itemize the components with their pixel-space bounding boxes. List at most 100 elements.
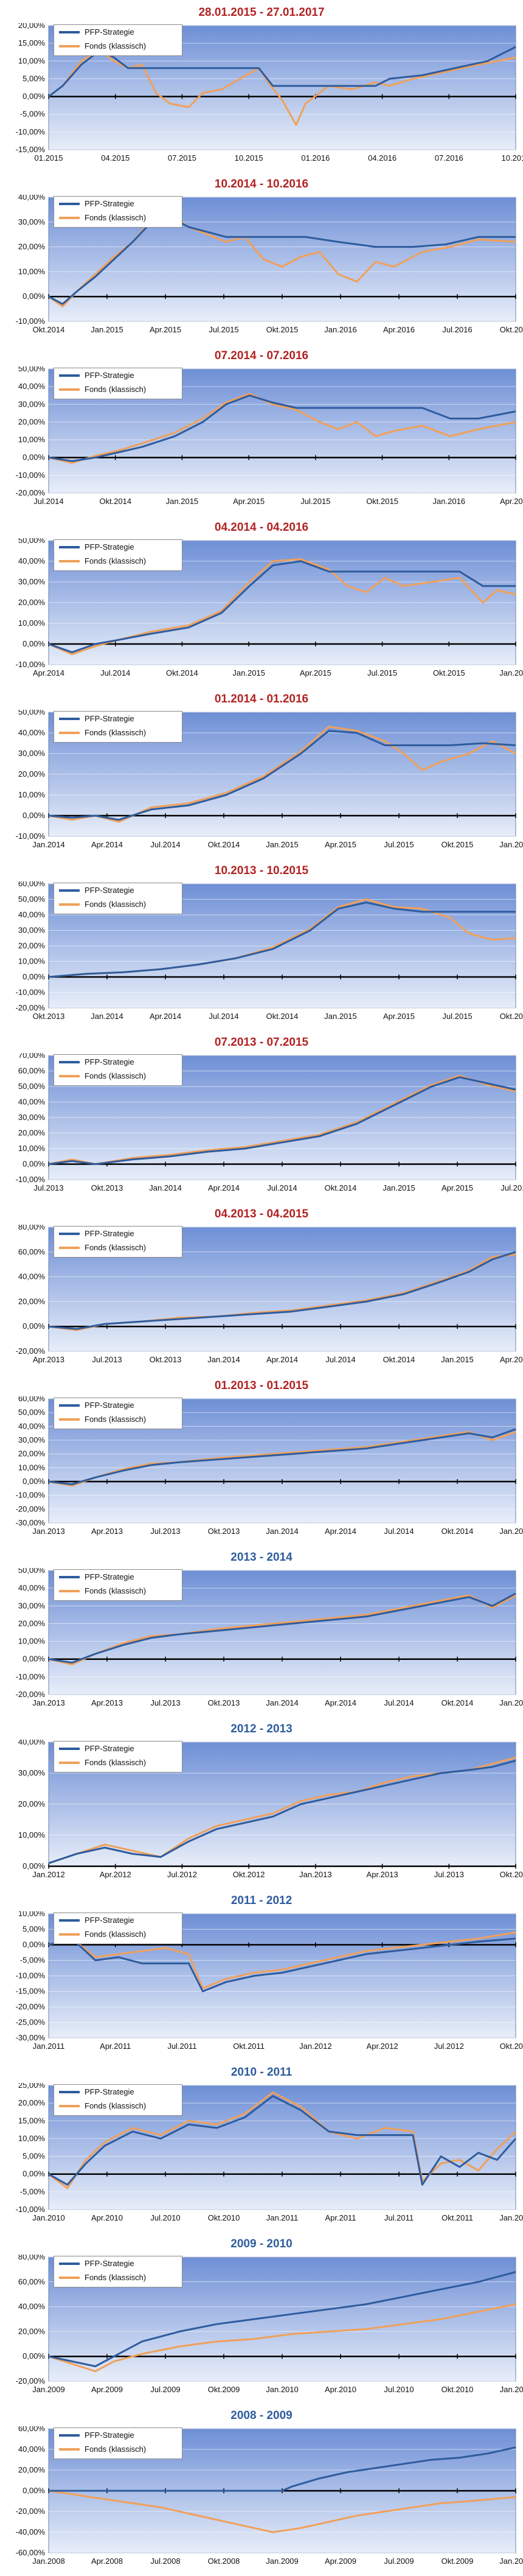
x-tick-label: Apr.2014 bbox=[150, 1012, 181, 1021]
legend: PFP-Strategie Fonds (klassisch) bbox=[54, 539, 182, 571]
x-tick-label: Apr.2010 bbox=[91, 2213, 123, 2222]
y-tick-label: 30,00% bbox=[18, 749, 46, 758]
y-tick-label: 10,00% bbox=[18, 1637, 46, 1646]
y-tick-label: -20,00% bbox=[16, 1003, 46, 1012]
chart-panel: 01.2014 - 01.2016 50,00% 40,00% 30,00% 20,00… bbox=[0, 687, 523, 858]
series-line-pfp bbox=[48, 560, 516, 654]
legend-swatch bbox=[59, 1404, 80, 1407]
y-tick-label: 30,00% bbox=[18, 217, 46, 226]
y-tick-label: 80,00% bbox=[18, 1225, 46, 1231]
x-tick-label: 07.2015 bbox=[168, 153, 196, 163]
x-tick-label: Jul.2010 bbox=[384, 2385, 414, 2394]
legend-swatch bbox=[59, 1933, 80, 1936]
y-tick-label: -20,00% bbox=[16, 2507, 46, 2516]
y-tick-label: -10,00% bbox=[16, 1971, 46, 1980]
x-tick-label: Okt.2011 bbox=[233, 2042, 265, 2051]
series-line-fonds bbox=[48, 214, 516, 307]
chart-title: 2012 - 2013 bbox=[230, 1723, 293, 1735]
legend-label: Fonds (klassisch) bbox=[85, 1243, 147, 1252]
legend-label: Fonds (klassisch) bbox=[85, 1586, 147, 1595]
y-tick-label: 50,00% bbox=[18, 895, 46, 904]
x-tick-label: Jan.2016 bbox=[499, 668, 523, 677]
legend-swatch bbox=[59, 559, 80, 562]
x-tick-label: Jan.2016 bbox=[433, 497, 466, 506]
x-tick-label: Apr.2011 bbox=[325, 2213, 356, 2222]
series-line-pfp bbox=[48, 1760, 516, 1864]
x-tick-label: Jul.2011 bbox=[384, 2213, 414, 2222]
y-tick-label: 20,00% bbox=[18, 2326, 46, 2336]
y-tick-label: 20,00% bbox=[18, 417, 46, 426]
x-tick-label: Apr.2008 bbox=[91, 2557, 123, 2566]
y-tick-label: -30,00% bbox=[16, 2033, 46, 2042]
legend-label: PFP-Strategie bbox=[85, 1916, 134, 1925]
legend-item: Fonds (klassisch) bbox=[54, 39, 182, 53]
legend-item: PFP-Strategie bbox=[54, 712, 182, 726]
chart-title: 01.2013 - 01.2015 bbox=[214, 1379, 309, 1392]
series-line-fonds bbox=[48, 393, 516, 464]
legend-item: PFP-Strategie bbox=[54, 1055, 182, 1069]
y-tick-label: 40,00% bbox=[18, 1740, 46, 1746]
y-tick-label: -15,00% bbox=[16, 1987, 46, 1996]
y-tick-label: 20,00% bbox=[18, 23, 46, 30]
series-line-pfp bbox=[48, 1937, 516, 1992]
chart-panel: 01.2013 - 01.2015 60,00% 50,00% 40,00% 30,00… bbox=[0, 1373, 523, 1545]
legend-swatch bbox=[59, 374, 80, 377]
legend-swatch bbox=[59, 202, 80, 205]
x-tick-label: Apr.2012 bbox=[367, 2042, 398, 2051]
y-tick-label: 10,00% bbox=[18, 2133, 46, 2143]
x-tick-label: Jul.2014 bbox=[150, 840, 180, 849]
series-line-fonds bbox=[48, 2490, 516, 2533]
x-tick-label: Jul.2014 bbox=[325, 1355, 355, 1364]
series-line-fonds bbox=[48, 2303, 516, 2373]
chart-panel: 04.2014 - 04.2016 50,00% 40,00% 30,00% 20,00… bbox=[0, 515, 523, 687]
legend-swatch bbox=[59, 2448, 80, 2451]
x-tick-label: Jan.2012 bbox=[499, 2213, 523, 2222]
x-tick-label: Apr.2013 bbox=[33, 1355, 64, 1364]
legend: PFP-Strategie Fonds (klassisch) bbox=[54, 2256, 182, 2287]
legend-item: Fonds (klassisch) bbox=[54, 1584, 182, 1598]
x-tick-label: Apr.2014 bbox=[91, 840, 123, 849]
chart-panel: 28.01.2015 - 27.01.2017 20,00% 15,00% 10,00… bbox=[0, 0, 523, 172]
legend-label: Fonds (klassisch) bbox=[85, 2445, 147, 2454]
x-tick-label: Apr.2015 bbox=[383, 1012, 415, 1021]
legend: PFP-Strategie Fonds (klassisch) bbox=[54, 1398, 182, 1429]
x-tick-label: Apr.2013 bbox=[91, 1527, 123, 1536]
x-tick-label: Jan.2013 bbox=[299, 1870, 332, 1879]
x-tick-label: Jul.2009 bbox=[384, 2557, 414, 2566]
legend-swatch bbox=[59, 903, 80, 906]
x-tick-label: Apr.2014 bbox=[33, 668, 64, 677]
legend-swatch bbox=[59, 1246, 80, 1249]
legend-swatch bbox=[59, 1418, 80, 1421]
legend: PFP-Strategie Fonds (klassisch) bbox=[54, 368, 182, 399]
chart-title: 2010 - 2011 bbox=[230, 2066, 293, 2079]
legend-swatch bbox=[59, 545, 80, 548]
x-tick-label: Jul.2016 bbox=[442, 325, 472, 334]
legend-label: Fonds (klassisch) bbox=[85, 2273, 147, 2282]
legend-item: Fonds (klassisch) bbox=[54, 1755, 182, 1769]
series-line-fonds bbox=[48, 49, 516, 126]
chart-title: 04.2014 - 04.2016 bbox=[214, 521, 309, 534]
chart-title: 28.01.2015 - 27.01.2017 bbox=[198, 6, 325, 19]
x-tick-label: Jan.2015 bbox=[91, 325, 123, 334]
y-tick-label: 40,00% bbox=[18, 1097, 46, 1107]
y-tick-label: 60,00% bbox=[18, 2277, 46, 2286]
y-tick-label: 30,00% bbox=[18, 399, 46, 408]
x-tick-label: Apr.2015 bbox=[233, 497, 265, 506]
x-tick-label: 07.2016 bbox=[435, 153, 463, 163]
legend-item: Fonds (klassisch) bbox=[54, 1069, 182, 1083]
y-tick-label: 0,00% bbox=[23, 2169, 45, 2179]
y-tick-label: 0,00% bbox=[23, 2486, 45, 2495]
x-tick-label: Apr.2011 bbox=[100, 2042, 131, 2051]
series-line-pfp bbox=[48, 2271, 516, 2367]
x-tick-label: Jan.2010 bbox=[499, 2557, 523, 2566]
legend-swatch bbox=[59, 1575, 80, 1578]
legend-label: PFP-Strategie bbox=[85, 886, 134, 895]
y-tick-label: 0,00% bbox=[23, 292, 45, 301]
y-tick-label: -30,00% bbox=[16, 1518, 46, 1527]
y-tick-label: -10,00% bbox=[16, 1491, 46, 1500]
chart-svg: 50,00% 40,00% 30,00% 20,00% 10,00% 0,00% -10,0… bbox=[16, 366, 523, 506]
x-tick-label: Okt.2015 bbox=[442, 840, 474, 849]
legend-label: Fonds (klassisch) bbox=[85, 385, 147, 394]
chart-panel: 2013 - 2014 50,00% 40,00% 30,00% 20,00% 10,00… bbox=[0, 1545, 523, 1717]
y-tick-label: 20,00% bbox=[18, 1619, 46, 1628]
